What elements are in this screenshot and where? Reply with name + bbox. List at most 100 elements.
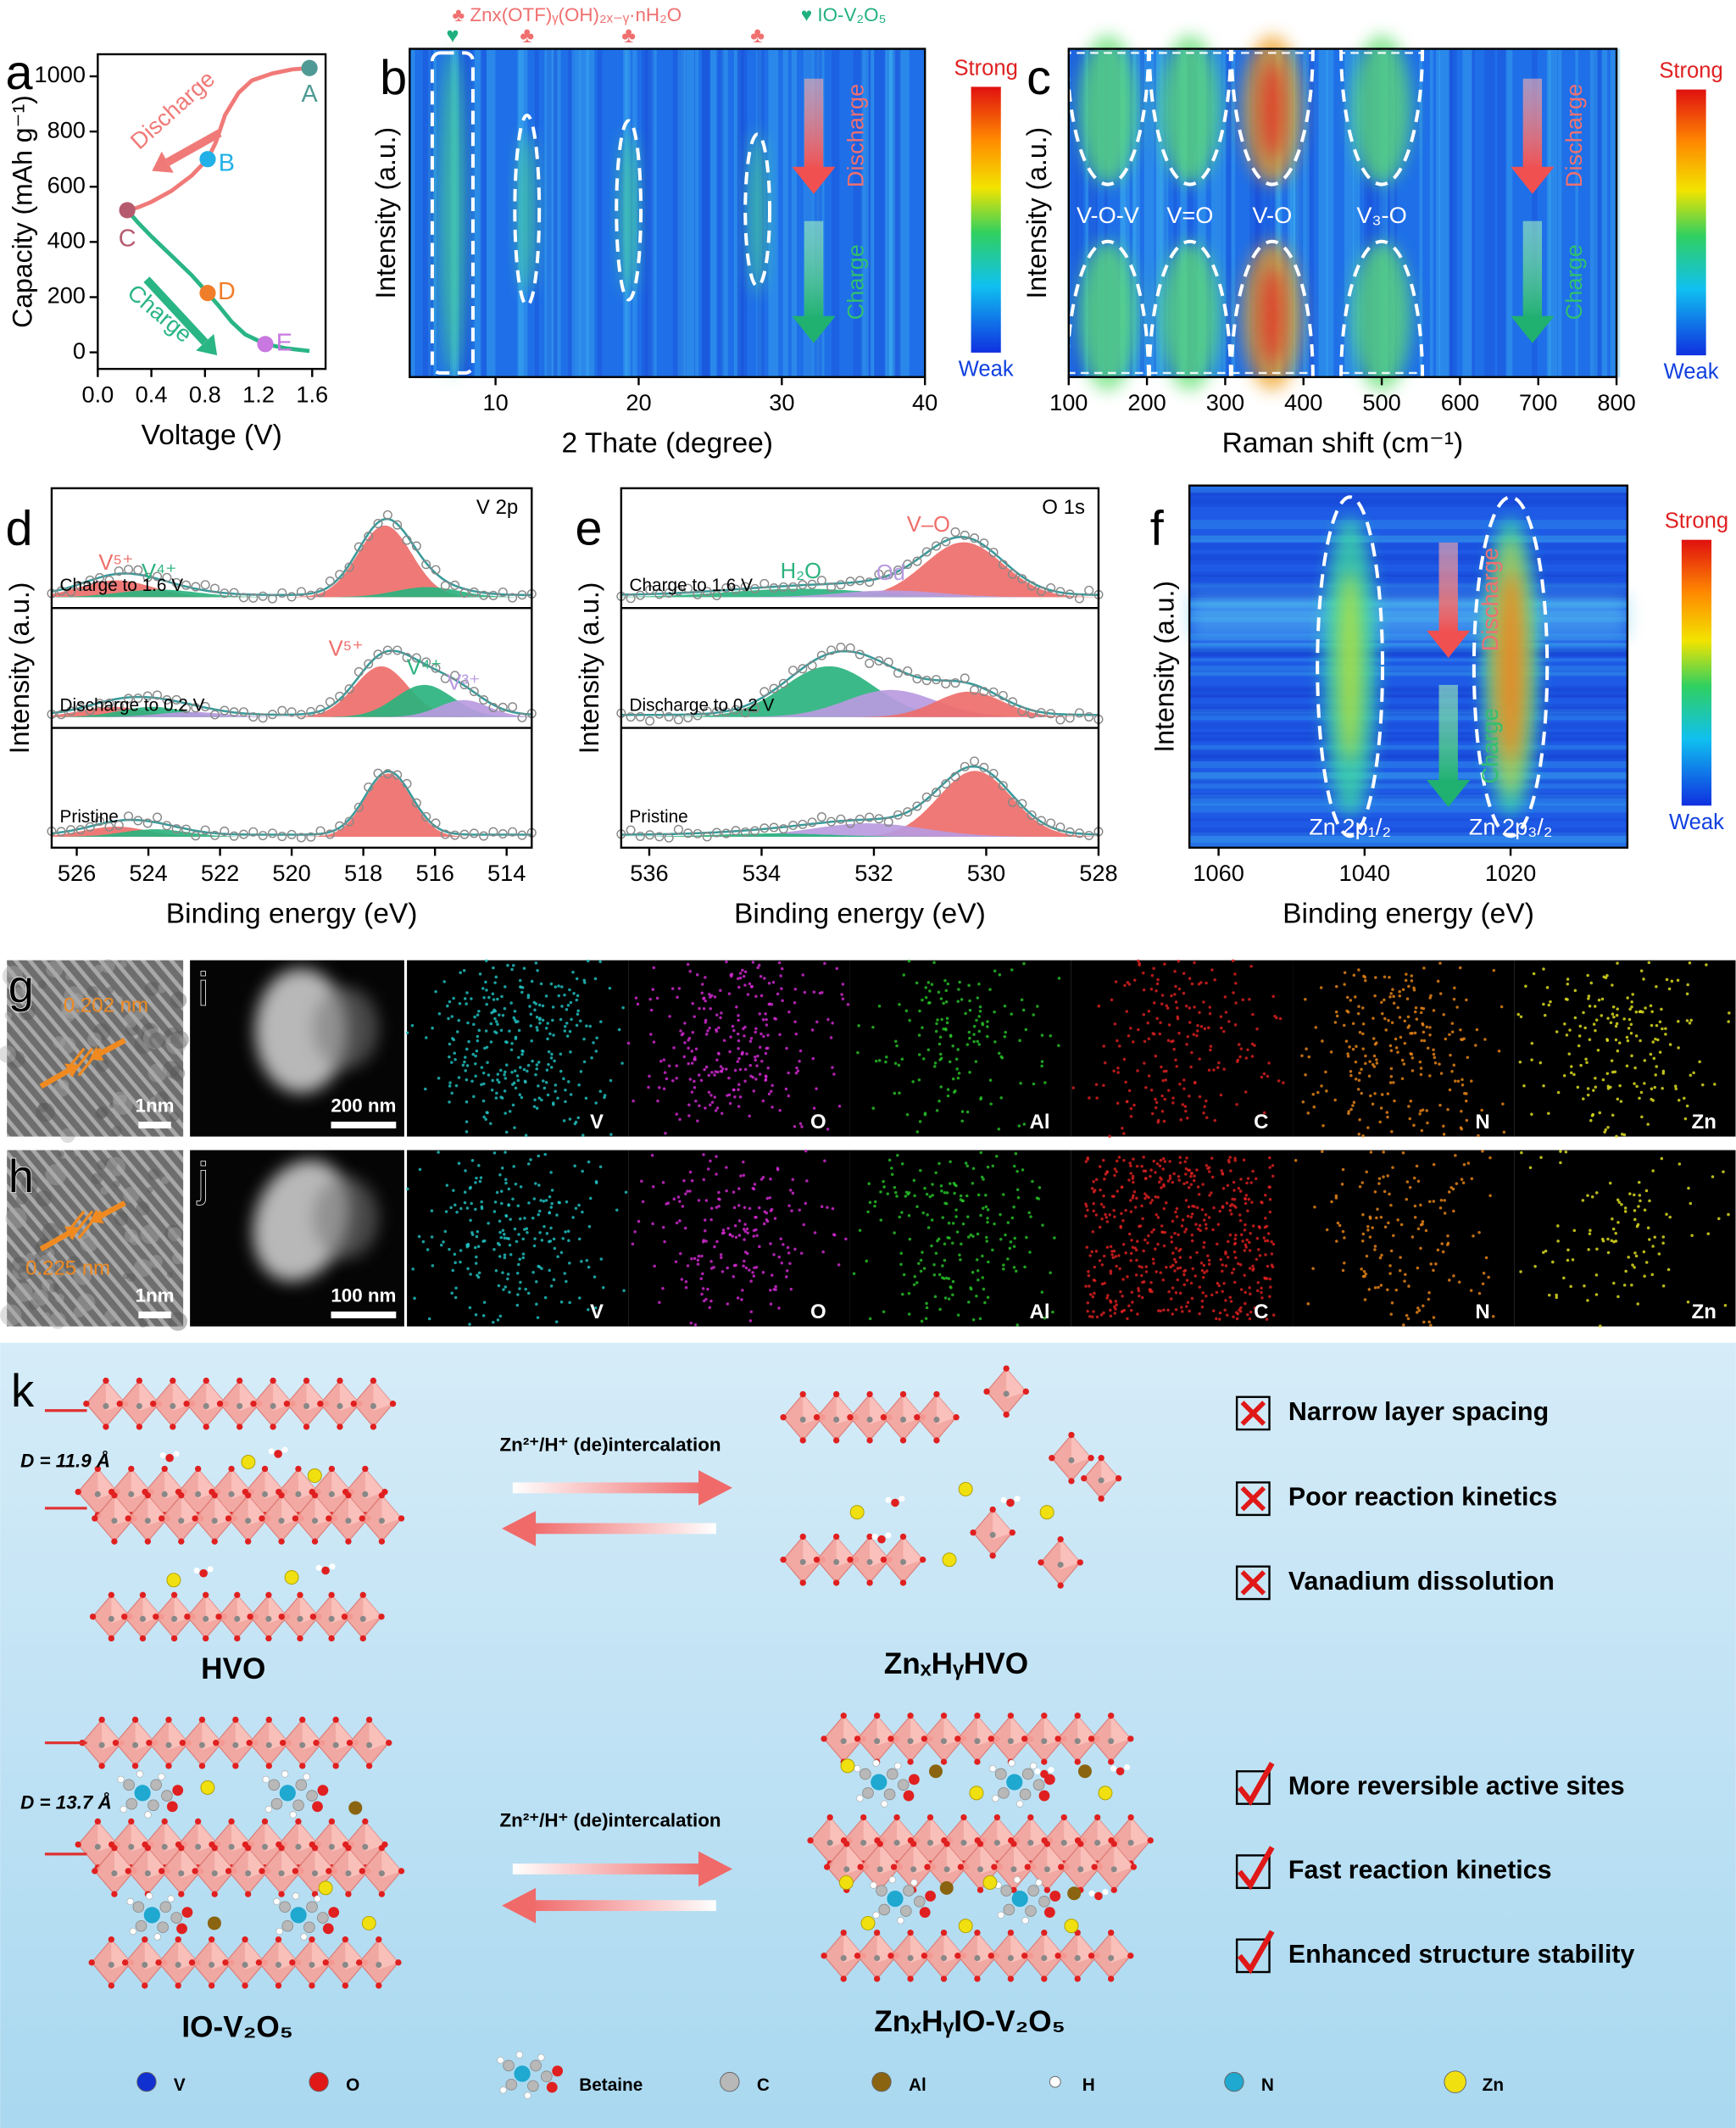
element-dot — [1439, 1072, 1444, 1075]
element-dot — [1723, 1303, 1728, 1307]
micrograph-noise — [93, 1022, 111, 1040]
element-dot — [1334, 984, 1338, 989]
element-dot — [1692, 1071, 1695, 1075]
raw-point — [788, 821, 798, 831]
element-dot — [1243, 1249, 1247, 1252]
element-dot — [1129, 1259, 1133, 1262]
element-dot — [1586, 1093, 1590, 1097]
raw-point — [479, 831, 489, 841]
o-atom — [131, 1716, 139, 1724]
element-dot — [1037, 1197, 1041, 1200]
micrograph-noise — [58, 1036, 76, 1054]
element-dot — [487, 995, 491, 1000]
element-dot — [493, 981, 497, 984]
heatmap-streak — [813, 48, 820, 377]
element-dot — [858, 1228, 862, 1233]
x-axis-label: Binding energy (eV) — [1283, 899, 1534, 930]
element-dot — [1119, 1290, 1122, 1294]
element-dot — [1649, 1052, 1653, 1056]
element-dot — [1198, 1285, 1202, 1289]
raw-point — [191, 831, 201, 841]
element-dot — [504, 1111, 507, 1115]
element-dot — [1188, 1309, 1191, 1313]
element-dot — [1427, 1200, 1432, 1204]
element-dot — [494, 1268, 498, 1273]
element-dot — [479, 1176, 483, 1179]
element-dot — [776, 992, 780, 996]
element-dot — [1422, 967, 1426, 970]
element-dot — [960, 1242, 963, 1246]
element-dot — [1362, 1269, 1366, 1273]
element-dot — [754, 1030, 757, 1034]
micrograph-noise — [12, 1256, 29, 1273]
element-dot — [1163, 962, 1166, 966]
element-dot — [1114, 1300, 1118, 1303]
element-dot — [1207, 1258, 1211, 1262]
element-dot — [844, 1237, 848, 1241]
o-atom — [813, 1557, 821, 1563]
element-dot — [1151, 1032, 1155, 1035]
element-dot — [1263, 1276, 1266, 1280]
element-dot — [1477, 1291, 1482, 1295]
heatmap-glow — [1160, 241, 1221, 391]
element-dot — [1566, 1248, 1570, 1252]
element-dot — [1522, 1084, 1526, 1088]
element-dot — [1436, 1248, 1440, 1252]
element-dot — [925, 1301, 928, 1306]
h-atom — [899, 1496, 905, 1502]
element-dot — [1260, 1286, 1263, 1290]
v-atom — [378, 1870, 385, 1877]
element-dot — [1253, 1306, 1257, 1310]
o-atom — [1098, 1455, 1104, 1462]
dashed-ellipse — [1229, 239, 1315, 377]
octahedron-facet — [936, 1394, 957, 1424]
element-dot — [737, 985, 741, 989]
o-atom — [843, 1841, 850, 1847]
element-dot — [1256, 1281, 1260, 1284]
element-dot — [1480, 1108, 1483, 1112]
element-dot — [1651, 1245, 1655, 1248]
element-dot — [1666, 1267, 1671, 1272]
o-atom — [899, 1390, 907, 1398]
element-dot — [474, 1074, 477, 1078]
element-dot — [1656, 1038, 1660, 1042]
element-dot — [1227, 1020, 1231, 1023]
heatmap-streak — [1271, 48, 1277, 377]
element-dot — [1410, 979, 1414, 983]
heatmap-streak — [571, 48, 581, 377]
lattice-mark — [70, 1210, 94, 1239]
element-dot — [525, 1227, 529, 1230]
o-atom — [332, 1716, 339, 1724]
o-atom — [317, 1785, 329, 1797]
heatmap-streak — [678, 48, 687, 377]
element-dot — [1566, 982, 1570, 986]
heatmap-streak — [651, 48, 657, 377]
c-atom — [1038, 1896, 1050, 1908]
element-dot — [812, 990, 816, 994]
element-dot — [1488, 1156, 1492, 1160]
element-dot — [1410, 1056, 1415, 1060]
c-atom — [897, 1779, 910, 1791]
o-atom — [111, 1492, 118, 1499]
raw-point — [335, 570, 345, 580]
heatmap-streak — [817, 48, 825, 377]
y-tick-label: 400 — [47, 227, 86, 253]
raw-point — [788, 666, 798, 676]
o-atom — [873, 1929, 881, 1936]
heatmap-streak — [1364, 48, 1372, 377]
element-dot — [539, 982, 543, 986]
element-dot — [581, 1210, 584, 1214]
element-dot — [559, 1052, 563, 1056]
fit-peak — [51, 525, 532, 598]
colorbar-label: Strong — [1665, 510, 1728, 533]
element-dot — [873, 1204, 876, 1208]
element-dot — [1556, 1224, 1560, 1228]
raw-point — [373, 519, 383, 529]
element-dot — [946, 1088, 950, 1091]
y-axis-label: Intensity (a.u.) — [1149, 581, 1179, 753]
element-dot — [717, 1190, 721, 1195]
raw-point — [104, 699, 114, 709]
element-dot — [1572, 1228, 1577, 1233]
element-dot — [1174, 1308, 1178, 1312]
element-dot — [953, 1191, 956, 1195]
